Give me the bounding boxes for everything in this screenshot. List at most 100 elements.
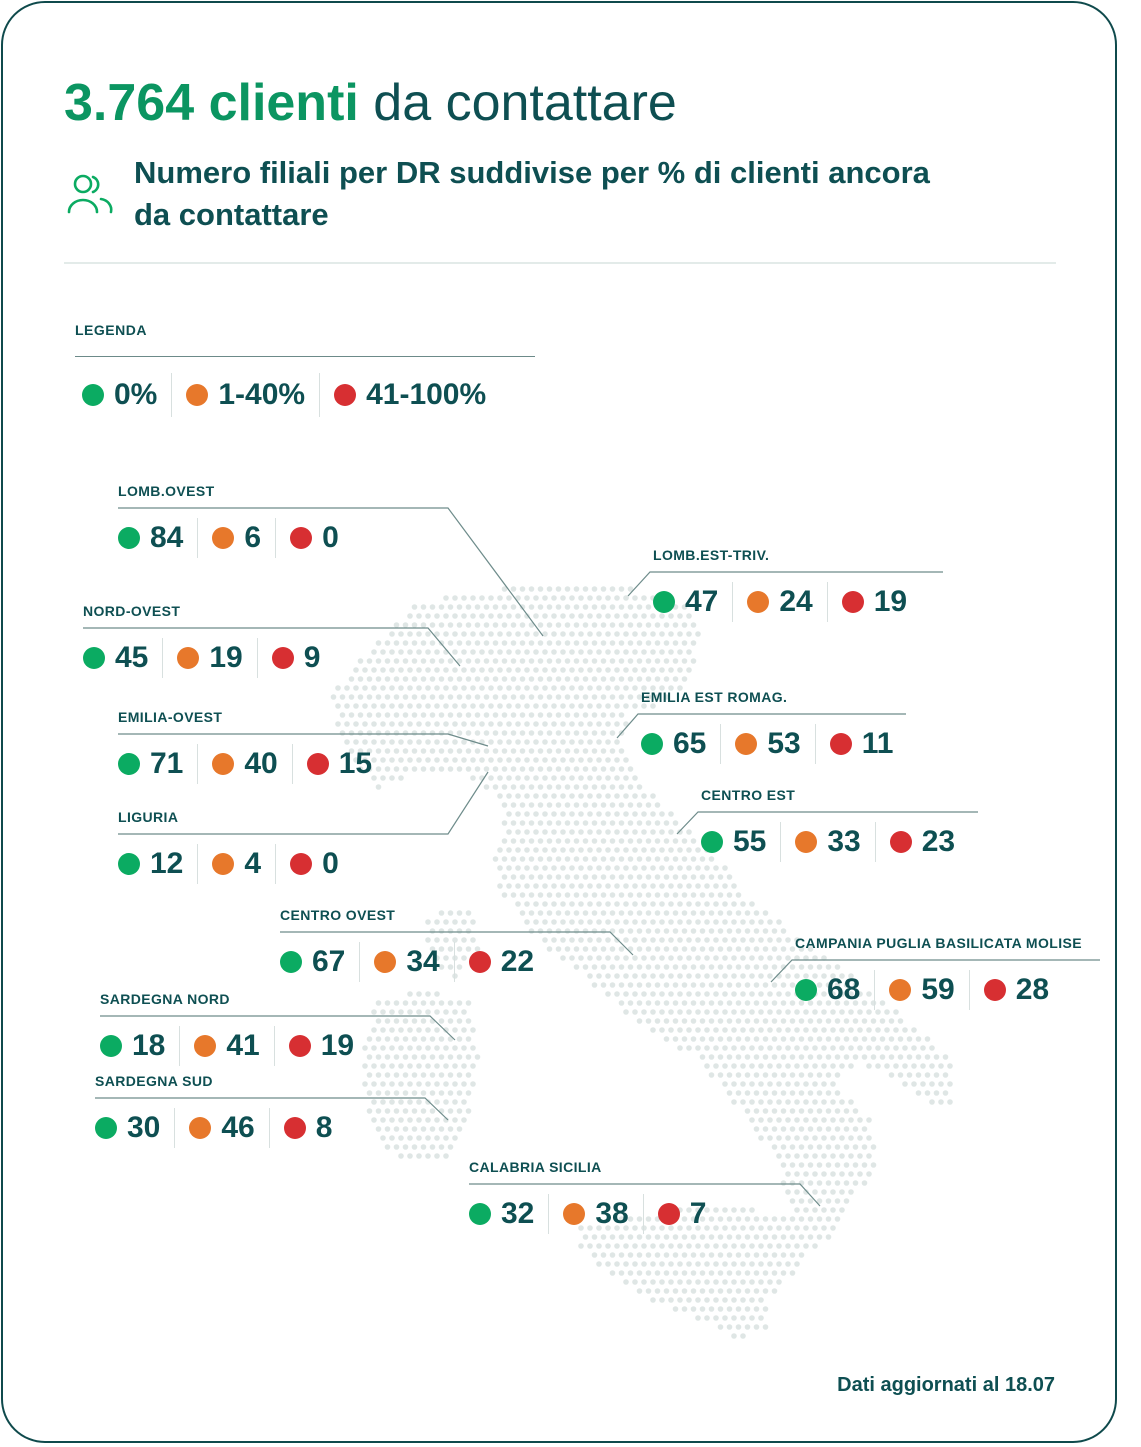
red-dot-icon [283, 1117, 306, 1139]
red-count: 19 [273, 1026, 368, 1066]
region-values: 45 19 9 [83, 638, 334, 678]
leader-line [118, 507, 544, 637]
leader-line [770, 959, 1100, 983]
update-note: Dati aggiornati al 18.07 [837, 1374, 1055, 1396]
orange-dot-icon [189, 1117, 212, 1139]
region-name: SARDEGNA SUD [95, 1073, 213, 1089]
green-count: 68 [795, 970, 874, 1010]
orange-dot-icon [374, 951, 397, 973]
orange-dot-icon [194, 1035, 217, 1057]
green-count: 67 [280, 942, 359, 982]
red-count: 8 [268, 1108, 347, 1148]
region-values: 18 41 19 [100, 1026, 368, 1066]
orange-dot-icon [563, 1203, 586, 1225]
region-values: 12 4 0 [118, 844, 353, 884]
red-count: 0 [275, 844, 353, 884]
value: 15 [338, 747, 373, 780]
leader-line [469, 1183, 821, 1207]
region-name: EMILIA EST ROMAG. [641, 689, 788, 705]
legend-item-0: 0% [82, 373, 171, 417]
value: 11 [861, 727, 894, 760]
region-lomb-ovest: LOMB.OVEST 84 6 0 [118, 482, 353, 558]
green-dot-icon [118, 853, 140, 875]
title-rest: da contattare [373, 74, 677, 132]
region-sardegna-nord: SARDEGNA NORD 18 41 19 [100, 990, 368, 1066]
value: 45 [115, 641, 149, 674]
region-values: 30 46 8 [95, 1108, 346, 1148]
value: 40 [244, 747, 278, 780]
infographic-card [1, 1, 1117, 1443]
orange-count: 46 [174, 1108, 268, 1148]
value: 41 [226, 1029, 260, 1062]
green-count: 45 [83, 638, 162, 678]
value: 46 [221, 1111, 255, 1144]
red-dot-icon [829, 733, 852, 755]
orange-count: 33 [780, 822, 874, 862]
orange-count: 40 [197, 744, 291, 784]
subtitle: Numero filiali per DR suddivise per % di… [134, 155, 930, 232]
legend-title: LEGENDA [75, 322, 147, 338]
leader-line [95, 1097, 449, 1121]
region-centro-ovest: CENTRO OVEST 67 34 22 [280, 906, 548, 982]
title-highlight: 3.764 clienti [64, 74, 359, 132]
red-dot-icon [657, 1203, 680, 1225]
leader-line [118, 771, 489, 835]
region-values: 32 38 7 [469, 1194, 720, 1234]
orange-dot-icon [212, 527, 235, 549]
region-liguria: LIGURIA 12 4 0 [118, 808, 353, 884]
legend: 0% 1-40% 41-100% [82, 373, 500, 417]
red-dot-icon [983, 979, 1006, 1001]
value: 0 [322, 847, 339, 880]
green-dot-icon [118, 527, 140, 549]
orange-dot-icon [889, 979, 912, 1001]
red-dot-icon [841, 591, 864, 613]
value: 23 [921, 825, 956, 858]
region-name: LOMB.OVEST [118, 483, 215, 499]
value: 19 [320, 1029, 355, 1062]
red-dot-icon [290, 853, 313, 875]
legend-item-1: 1-40% [171, 373, 319, 417]
legend-item-2: 41-100% [319, 373, 500, 417]
green-count: 30 [95, 1108, 174, 1148]
legend-label: 41-100% [366, 378, 487, 411]
value: 9 [303, 641, 321, 674]
region-campania-puglia-basilicata-molise: CAMPANIA PUGLIA BASILICATA MOLISE 68 59 28 [795, 934, 1082, 1010]
green-dot-icon [641, 733, 663, 755]
region-name: LIGURIA [118, 809, 179, 825]
value: 6 [244, 521, 262, 554]
red-dot-icon [306, 753, 329, 775]
orange-count: 41 [179, 1026, 273, 1066]
orange-dot-icon [747, 591, 770, 613]
legend-label: 0% [114, 378, 158, 411]
value: 53 [767, 727, 801, 760]
green-count: 84 [118, 518, 197, 558]
red-count: 22 [453, 942, 548, 982]
red-dot-icon [290, 527, 313, 549]
value: 7 [689, 1197, 707, 1230]
value: 71 [150, 747, 184, 780]
red-count: 23 [874, 822, 969, 862]
green-dot-icon [795, 979, 817, 1001]
region-sardegna-sud: SARDEGNA SUD 30 46 8 [95, 1072, 346, 1148]
region-name: SARDEGNA NORD [100, 991, 230, 1007]
region-values: 67 34 22 [280, 942, 548, 982]
region-name: LOMB.EST-TRIV. [653, 547, 770, 563]
green-count: 12 [118, 844, 197, 884]
value: 67 [312, 945, 346, 978]
orange-dot-icon [212, 753, 235, 775]
leader-line [118, 733, 489, 747]
red-dot-icon [468, 951, 491, 973]
divider [64, 262, 1056, 264]
value: 33 [827, 825, 861, 858]
region-name: EMILIA-OVEST [118, 709, 223, 725]
green-dot-icon [95, 1117, 117, 1139]
leader-line [83, 627, 461, 667]
orange-count: 59 [874, 970, 968, 1010]
value: 55 [733, 825, 767, 858]
red-count: 15 [291, 744, 386, 784]
value: 8 [315, 1111, 333, 1144]
orange-count: 19 [162, 638, 256, 678]
orange-count: 24 [732, 582, 826, 622]
green-dot-icon [280, 951, 302, 973]
green-count: 47 [653, 582, 732, 622]
